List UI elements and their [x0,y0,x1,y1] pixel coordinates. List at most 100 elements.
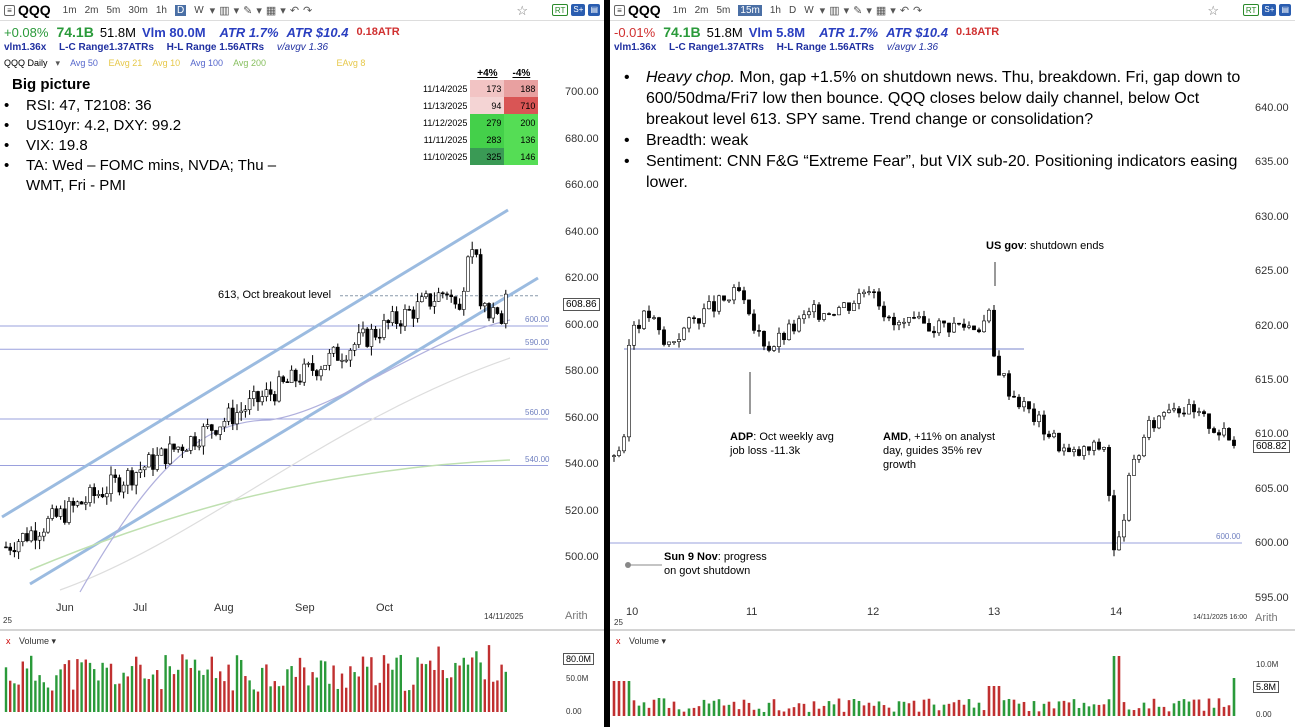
left-symbol[interactable]: QQQ [18,2,51,18]
candle-body [382,320,386,338]
tf-2m[interactable]: 2m [694,4,709,16]
tf-15m[interactable]: 15m [738,4,762,16]
volume-bar [762,711,766,716]
undo-icon[interactable]: ↶ [289,4,300,17]
tf-30m[interactable]: 30m [128,4,148,16]
rt-icon[interactable]: RT [1242,4,1260,16]
symbol-menu-icon[interactable]: ≡ [4,4,15,16]
options-icon[interactable]: ▤ [1279,4,1291,16]
daily-chart-pane[interactable]: ≡ QQQ 1m 2m 5m 30m 1h D W ▾ ▥ ▾ ✎ ▾ ▦ ▾ … [0,0,605,727]
pencil-icon[interactable]: ✎ [243,4,253,17]
scale-mode[interactable]: Arith [565,610,588,622]
breadth-row: 11/11/2025 283 136 [420,131,539,148]
candle-body [272,394,277,402]
dropdown-icon[interactable]: ▾ [819,4,826,17]
tf-1h[interactable]: 1h [155,4,167,16]
candle-body [96,494,101,497]
ma-10[interactable]: Avg 10 [152,58,181,68]
candle-body [151,454,155,470]
volume-bar [802,703,806,716]
ma-100[interactable]: Avg 100 [190,58,224,68]
dropdown-icon[interactable]: ▾ [209,4,216,17]
intraday-chart-pane[interactable]: ≡ QQQ 1m 2m 5m 15m 1h D W ▾ ▥ ▾ ✎ ▾ ▦ ▾ … [608,0,1295,727]
link-icon[interactable]: S+ [571,4,586,16]
tf-daily[interactable]: D [788,4,797,16]
candle-body [239,410,243,413]
pencil-icon[interactable]: ✎ [853,4,863,17]
tf-2m[interactable]: 2m [84,4,99,16]
grid-icon[interactable]: ▦ [265,4,277,17]
symbol-menu-icon[interactable]: ≡ [614,4,625,16]
tf-1m[interactable]: 1m [62,4,77,16]
undo-icon[interactable]: ↶ [899,4,910,17]
tf-daily[interactable]: D [174,4,187,16]
redo-icon[interactable]: ↷ [303,4,313,17]
tf-1m[interactable]: 1m [672,4,687,16]
redo-icon[interactable]: ↷ [913,4,923,17]
tf-1h[interactable]: 1h [769,4,781,16]
volume-bar [143,678,146,712]
candle-body [1082,446,1086,456]
rt-icon[interactable]: RT [551,4,569,16]
bar-style-icon[interactable]: ▥ [219,4,230,17]
bar-style-icon[interactable]: ▥ [829,4,840,17]
link-icon[interactable]: S+ [1262,4,1277,16]
month-label: Aug [214,602,234,614]
grid-icon[interactable]: ▦ [875,4,887,17]
favorite-star-icon[interactable]: ☆ [516,3,528,18]
candle-body [1042,414,1046,435]
candle-body [306,363,311,365]
price-tick: 620.00 [565,272,599,284]
candle-body [461,290,466,310]
header-up: +4% [477,67,498,79]
options-icon[interactable]: ▤ [588,4,600,16]
month-label: Oct [376,602,394,614]
ma-50[interactable]: Avg 50 [70,58,98,68]
dropdown-icon[interactable]: ▾ [890,4,896,17]
volume-bar [450,677,453,712]
dropdown-icon[interactable]: ▾ [233,4,240,17]
change-percent: -0.01% [614,24,656,40]
tf-weekly[interactable]: W [804,4,814,16]
volume-bar [46,687,50,712]
close-icon[interactable]: x [6,636,11,646]
candle-body [323,364,328,370]
last-price-tag: 608.82 [1253,440,1290,453]
candle-body [932,330,936,334]
right-symbol[interactable]: QQQ [628,2,661,18]
candle-body [657,317,661,331]
scale-mode[interactable]: Arith [1255,612,1278,624]
volume-bar [252,689,255,712]
close-icon[interactable]: x [616,636,621,646]
volume-bar [240,659,243,712]
volume-bar [286,669,289,712]
candle-body [348,349,353,361]
volume-bar [872,705,876,716]
volume-bar [256,691,260,712]
level-label: 540.00 [525,455,550,464]
intraday-price-chart[interactable] [610,0,1295,727]
volume-bar [185,659,188,712]
candle-body [697,318,701,324]
candle-body [1057,432,1061,452]
volume-bar [67,660,71,712]
level-label: 590.00 [525,338,550,347]
pane-divider[interactable] [605,0,609,727]
ema-21[interactable]: EAvg 21 [108,58,143,68]
dropdown-icon[interactable]: ▾ [280,4,286,17]
month-label: Jun [56,602,74,614]
price-tick: 625.00 [1255,265,1289,277]
ema-8[interactable]: EAvg 8 [336,58,366,68]
volume-bar [1022,701,1026,716]
ma-200[interactable]: Avg 200 [233,58,266,68]
breadth-down: 146 [504,148,539,165]
dropdown-icon[interactable]: ▾ [866,4,872,17]
tf-5m[interactable]: 5m [716,4,731,16]
daily-price-chart[interactable] [0,0,605,727]
tf-weekly[interactable]: W [194,4,204,16]
favorite-star-icon[interactable]: ☆ [1207,3,1219,18]
dropdown-icon[interactable]: ▾ [843,4,850,17]
day-label: 13 [988,606,1001,618]
tf-5m[interactable]: 5m [106,4,121,16]
dropdown-icon[interactable]: ▾ [256,4,262,17]
